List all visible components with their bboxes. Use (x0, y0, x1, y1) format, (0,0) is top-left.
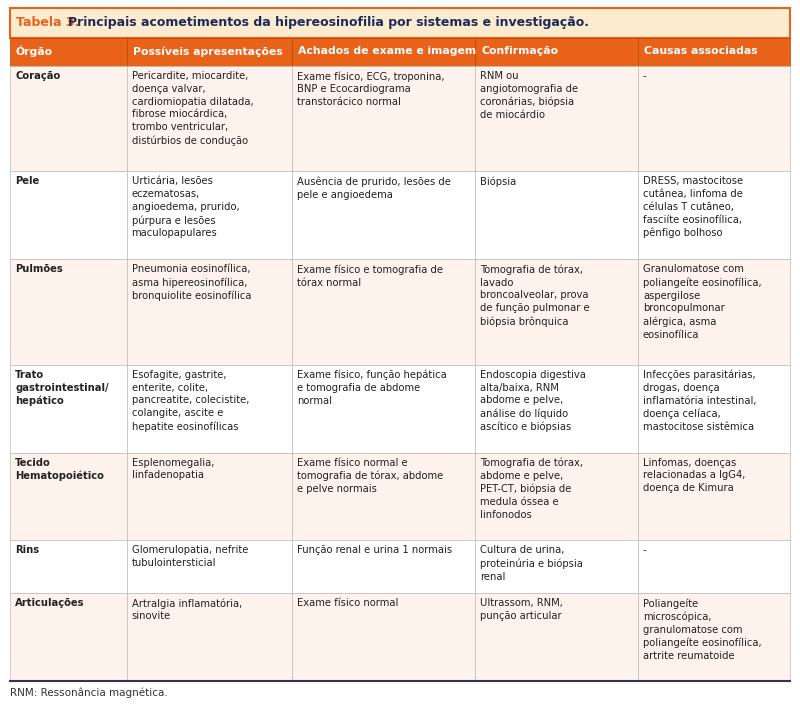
Bar (638, 260, 790, 364)
Text: Tomografia de tórax,
abdome e pelve,
PET-CT, biópsia de
medula óssea e
linfonodo: Tomografia de tórax, abdome e pelve, PET… (480, 458, 583, 520)
Text: Achados de exame e imagem: Achados de exame e imagem (298, 46, 477, 56)
Text: Rins: Rins (15, 545, 39, 555)
Text: Exame físico normal e
tomografia de tórax, abdome
e pelve normais: Exame físico normal e tomografia de tóra… (298, 458, 444, 494)
Bar (292, 171, 475, 260)
Bar (126, 66, 292, 171)
Text: Infecções parasitárias,
drogas, doença
inflamatória intestinal,
doença celíaca,
: Infecções parasitárias, drogas, doença i… (643, 369, 757, 432)
Text: Exame físico, função hepática
e tomografia de abdome
normal: Exame físico, função hepática e tomograf… (298, 369, 447, 406)
Bar (638, 540, 790, 593)
Text: Tomografia de tórax,
lavado
broncoalveolar, prova
de função pulmonar e
biópsia b: Tomografia de tórax, lavado broncoalveol… (480, 265, 590, 327)
Text: Coração: Coração (15, 71, 60, 81)
Bar (10, 260, 126, 364)
Bar (638, 38, 790, 66)
Bar (292, 593, 475, 681)
Bar (638, 453, 790, 540)
Text: Trato
gastrointestinal/
hepático: Trato gastrointestinal/ hepático (15, 369, 109, 406)
Bar (10, 38, 126, 66)
Text: Cultura de urina,
proteinúria e biópsia
renal: Cultura de urina, proteinúria e biópsia … (480, 545, 583, 582)
Text: Urticária, lesões
eczematosas,
angioedema, prurido,
púrpura e lesões
maculopapul: Urticária, lesões eczematosas, angioedem… (131, 176, 239, 239)
Text: Principais acometimentos da hipereosinofilia por sistemas e investigação.: Principais acometimentos da hipereosinof… (68, 16, 589, 29)
Text: -: - (643, 545, 646, 555)
Text: Ausência de prurido, lesões de
pele e angioedema: Ausência de prurido, lesões de pele e an… (298, 176, 451, 200)
Text: Órgão: Órgão (16, 46, 53, 57)
Bar (10, 8, 790, 38)
Bar (475, 66, 638, 171)
Text: DRESS, mastocitose
cutânea, linfoma de
células T cutâneo,
fasciíte eosinofílica,: DRESS, mastocitose cutânea, linfoma de c… (643, 176, 743, 239)
Text: Biópsia: Biópsia (480, 176, 516, 187)
Bar (475, 453, 638, 540)
Bar (475, 260, 638, 364)
Text: Função renal e urina 1 normais: Função renal e urina 1 normais (298, 545, 453, 555)
Bar (292, 38, 475, 66)
Text: Ultrassom, RNM,
punção articular: Ultrassom, RNM, punção articular (480, 598, 563, 621)
Text: Pele: Pele (15, 176, 39, 187)
Text: Tecido
Hematopoiético: Tecido Hematopoiético (15, 458, 104, 481)
Text: Articulações: Articulações (15, 598, 85, 608)
Bar (475, 540, 638, 593)
Text: Tabela 3.: Tabela 3. (16, 16, 84, 29)
Bar (292, 540, 475, 593)
Text: RNM: Ressonância magnética.: RNM: Ressonância magnética. (10, 687, 168, 698)
Bar (475, 364, 638, 453)
Bar (126, 453, 292, 540)
Bar (475, 38, 638, 66)
Bar (126, 593, 292, 681)
Text: Glomerulopatia, nefrite
tubulointersticial: Glomerulopatia, nefrite tubulointerstici… (131, 545, 248, 568)
Text: Pulmões: Pulmões (15, 265, 62, 274)
Bar (126, 260, 292, 364)
Text: Esplenomegalia,
linfadenopatia: Esplenomegalia, linfadenopatia (131, 458, 214, 480)
Bar (292, 260, 475, 364)
Bar (638, 593, 790, 681)
Text: Possíveis apresentações: Possíveis apresentações (133, 46, 282, 56)
Bar (475, 171, 638, 260)
Bar (126, 364, 292, 453)
Text: Exame físico e tomografia de
tórax normal: Exame físico e tomografia de tórax norma… (298, 265, 443, 288)
Bar (638, 171, 790, 260)
Text: -: - (643, 71, 646, 81)
Text: Confirmação: Confirmação (481, 46, 558, 56)
Bar (126, 171, 292, 260)
Bar (292, 453, 475, 540)
Text: Endoscopia digestiva
alta/baixa, RNM
abdome e pelve,
análise do líquido
ascítico: Endoscopia digestiva alta/baixa, RNM abd… (480, 369, 586, 432)
Text: Poliangeíte
microscópica,
granulomatose com
poliangeíte eosinofílica,
artrite re: Poliangeíte microscópica, granulomatose … (643, 598, 762, 662)
Bar (126, 540, 292, 593)
Text: Exame físico normal: Exame físico normal (298, 598, 398, 608)
Bar (10, 593, 126, 681)
Text: Granulomatose com
poliangeíte eosinofílica,
aspergilose
broncopulmonar
alérgica,: Granulomatose com poliangeíte eosinofíli… (643, 265, 762, 340)
Bar (292, 364, 475, 453)
Bar (475, 593, 638, 681)
Bar (10, 66, 126, 171)
Bar (10, 171, 126, 260)
Text: Exame físico, ECG, troponina,
BNP e Ecocardiograma
transtorácico normal: Exame físico, ECG, troponina, BNP e Ecoc… (298, 71, 445, 107)
Text: Pneumonia eosinofílica,
asma hipereosinofílica,
bronquiolite eosinofílica: Pneumonia eosinofílica, asma hipereosino… (131, 265, 251, 301)
Text: Artralgia inflamatória,
sinovite: Artralgia inflamatória, sinovite (131, 598, 242, 622)
Bar (10, 540, 126, 593)
Bar (638, 364, 790, 453)
Bar (292, 66, 475, 171)
Bar (10, 364, 126, 453)
Text: Linfomas, doenças
relacionadas a IgG4,
doença de Kimura: Linfomas, doenças relacionadas a IgG4, d… (643, 458, 746, 493)
Text: RNM ou
angiotomografia de
coronárias, biópsia
de miocárdio: RNM ou angiotomografia de coronárias, bi… (480, 71, 578, 120)
Text: Causas associadas: Causas associadas (644, 46, 758, 56)
Bar (126, 38, 292, 66)
Text: Esofagite, gastrite,
enterite, colite,
pancreatite, colecistite,
colangite, asci: Esofagite, gastrite, enterite, colite, p… (131, 369, 249, 432)
Bar (638, 66, 790, 171)
Text: Pericardite, miocardite,
doença valvar,
cardiomiopatia dilatada,
fibrose miocárd: Pericardite, miocardite, doença valvar, … (131, 71, 253, 145)
Bar (10, 453, 126, 540)
